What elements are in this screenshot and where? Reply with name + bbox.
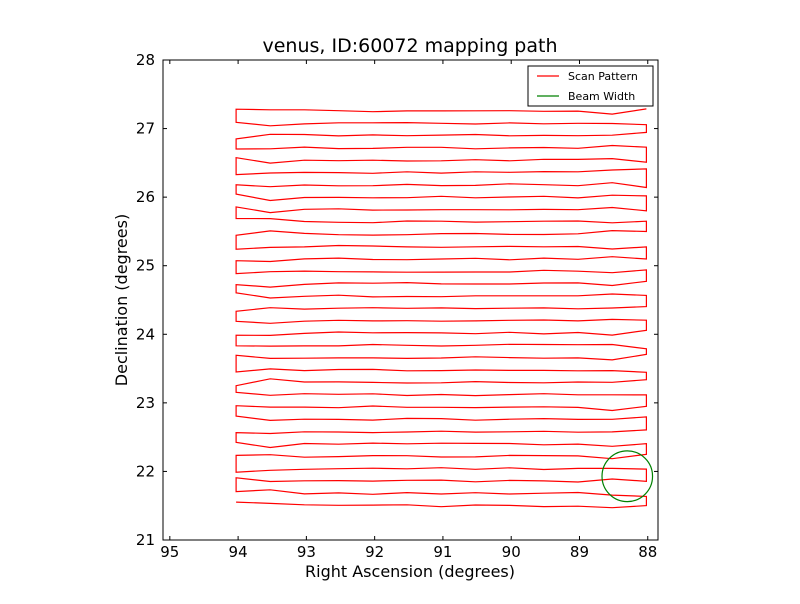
y-tick-label: 28 xyxy=(136,51,155,69)
x-tick-label: 94 xyxy=(229,543,248,561)
x-tick-label: 91 xyxy=(433,543,452,561)
scan-pattern-line xyxy=(235,108,647,509)
legend: Scan Pattern Beam Width xyxy=(527,65,654,107)
plot-area xyxy=(235,108,654,509)
beam-width-circle xyxy=(601,450,654,503)
x-tick-label: 93 xyxy=(297,543,316,561)
y-tick-label: 25 xyxy=(136,257,155,275)
axes: 95 94 93 92 91 90 89 88 21 22 23 24 25 26 27 28 xyxy=(136,51,659,561)
x-tick-label: 88 xyxy=(638,543,657,561)
chart-title: venus, ID:60072 mapping path xyxy=(262,35,557,57)
legend-label: Beam Width xyxy=(568,90,635,103)
y-tick-label: 21 xyxy=(136,531,155,549)
y-tick-label: 26 xyxy=(136,188,155,206)
y-tick-label: 22 xyxy=(136,462,155,480)
y-axis-label: Declination (degrees) xyxy=(112,214,131,386)
y-tick-label: 24 xyxy=(136,325,155,343)
legend-box xyxy=(527,65,654,107)
x-tick-label: 89 xyxy=(570,543,589,561)
y-tick-label: 27 xyxy=(136,120,155,138)
x-axis-label: Right Ascension (degrees) xyxy=(305,562,515,581)
x-tick-label: 90 xyxy=(502,543,521,561)
x-tick-label: 95 xyxy=(160,543,179,561)
legend-label: Scan Pattern xyxy=(568,70,638,83)
x-tick-label: 92 xyxy=(365,543,384,561)
axes-frame xyxy=(162,59,659,541)
y-tick-label: 23 xyxy=(136,394,155,412)
